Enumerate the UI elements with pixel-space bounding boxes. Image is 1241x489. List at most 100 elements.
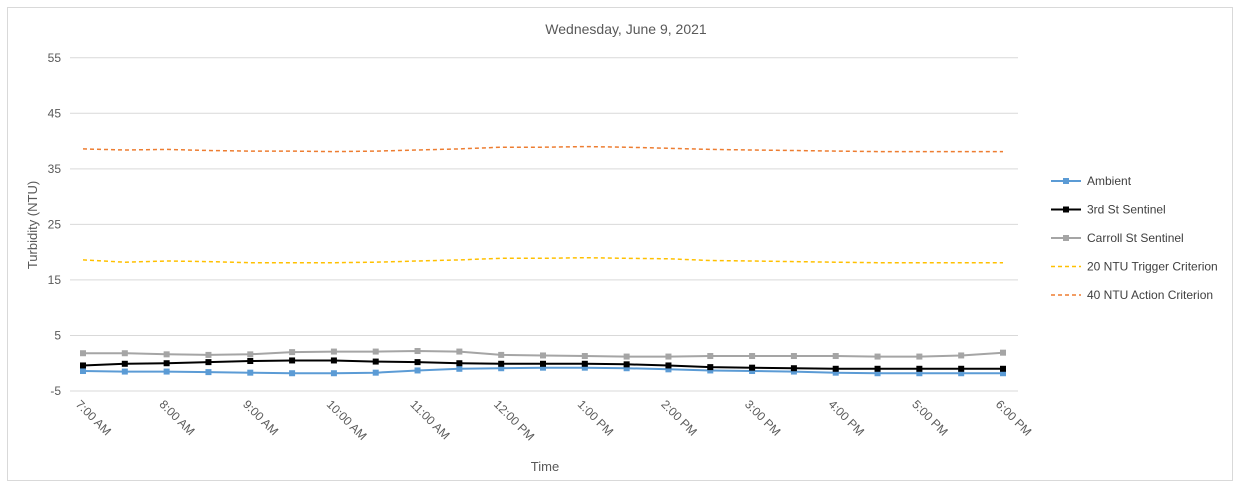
data-point xyxy=(330,357,337,364)
x-tick-label: 12:00 PM xyxy=(491,397,537,443)
data-point xyxy=(581,364,588,371)
x-tick-label: 1:00 PM xyxy=(575,397,617,439)
data-point xyxy=(289,370,296,377)
data-point xyxy=(414,367,421,374)
data-point xyxy=(707,367,714,374)
data-point xyxy=(456,348,463,355)
data-point xyxy=(205,369,212,376)
data-point xyxy=(80,350,86,357)
y-axis-ticks: -5 5 15 25 35 45 55 xyxy=(48,51,62,398)
data-point xyxy=(581,360,588,367)
data-point xyxy=(414,359,421,366)
y-axis-label: Turbidity (NTU) xyxy=(25,181,40,269)
chart-frame xyxy=(7,7,1233,481)
data-point xyxy=(498,360,505,367)
data-point xyxy=(247,358,254,365)
data-point xyxy=(205,351,212,358)
data-point xyxy=(456,365,463,372)
data-point xyxy=(540,352,546,359)
legend-label-2: Carroll St Sentinel xyxy=(1087,231,1184,245)
x-tick-label: 6:00 PM xyxy=(993,397,1035,439)
data-point xyxy=(121,350,128,357)
data-point xyxy=(958,365,965,372)
x-tick-label: 11:00 AM xyxy=(407,397,452,442)
data-point xyxy=(874,370,881,377)
data-point xyxy=(665,362,672,369)
data-point xyxy=(1000,365,1006,372)
data-point xyxy=(916,353,923,360)
data-point xyxy=(623,353,630,360)
y-tick-label: 15 xyxy=(48,273,62,287)
data-point xyxy=(749,353,756,360)
data-point xyxy=(832,353,839,360)
chart-title: Wednesday, June 9, 2021 xyxy=(545,21,707,37)
y-tick-label: 45 xyxy=(48,106,62,120)
data-point xyxy=(372,369,379,376)
x-axis-ticks: 7:00 AM 8:00 AM 9:00 AM 10:00 AM 11:00 AM 12:… xyxy=(73,397,1035,443)
data-point xyxy=(958,370,965,377)
data-point xyxy=(874,353,881,360)
x-tick-label: 8:00 AM xyxy=(157,397,198,438)
data-point xyxy=(790,353,797,360)
data-point xyxy=(581,353,588,360)
y-tick-label: -5 xyxy=(50,384,61,398)
data-point xyxy=(205,359,212,366)
legend-label-1: 3rd St Sentinel xyxy=(1087,203,1166,217)
data-point xyxy=(372,348,379,355)
data-point xyxy=(80,368,86,375)
series-lines xyxy=(80,145,1006,377)
data-point xyxy=(80,362,86,369)
data-point xyxy=(163,360,170,367)
data-point xyxy=(874,365,881,372)
data-point xyxy=(707,353,714,360)
data-point xyxy=(414,348,421,355)
data-point xyxy=(707,364,714,371)
data-point xyxy=(247,369,254,376)
series-line-4 xyxy=(82,145,1003,153)
data-point xyxy=(540,364,546,371)
gridlines xyxy=(70,57,1018,392)
x-axis-label: Time xyxy=(531,459,559,474)
data-point xyxy=(916,370,923,377)
x-tick-label: 2:00 PM xyxy=(658,397,700,439)
series-line-3 xyxy=(82,256,1003,264)
data-point xyxy=(330,370,337,377)
legend-label-0: Ambient xyxy=(1087,174,1132,188)
legend-marker-2 xyxy=(1063,235,1069,241)
data-point xyxy=(247,351,254,358)
x-tick-label: 7:00 AM xyxy=(73,397,114,438)
x-tick-label: 10:00 AM xyxy=(324,397,370,443)
x-tick-label: 4:00 PM xyxy=(826,397,868,439)
data-point xyxy=(665,353,672,360)
legend-marker-1 xyxy=(1063,206,1069,213)
legend: Ambient 3rd St Sentinel Carroll St Sentine… xyxy=(1051,174,1218,302)
data-point xyxy=(330,348,337,355)
legend-label-4: 40 NTU Action Criterion xyxy=(1087,288,1213,302)
data-point xyxy=(790,368,797,375)
data-point xyxy=(456,360,463,367)
y-tick-label: 25 xyxy=(48,217,62,231)
data-point xyxy=(498,351,505,358)
data-point xyxy=(916,365,923,372)
x-tick-label: 9:00 AM xyxy=(240,397,281,438)
data-point xyxy=(498,365,505,372)
y-tick-label: 5 xyxy=(54,328,61,342)
data-point xyxy=(121,360,128,367)
data-point xyxy=(665,366,672,373)
data-point xyxy=(163,351,170,358)
data-point xyxy=(163,368,170,375)
x-tick-label: 3:00 PM xyxy=(742,397,784,439)
data-point xyxy=(1000,349,1006,356)
data-point xyxy=(623,361,630,368)
data-point xyxy=(121,368,128,375)
data-point xyxy=(832,369,839,376)
data-point xyxy=(749,364,756,371)
y-tick-label: 55 xyxy=(48,51,62,65)
data-point xyxy=(790,365,797,372)
legend-marker-0 xyxy=(1063,178,1069,184)
data-point xyxy=(832,365,839,372)
data-point xyxy=(749,368,756,375)
data-point xyxy=(623,365,630,372)
data-point xyxy=(1000,370,1006,377)
